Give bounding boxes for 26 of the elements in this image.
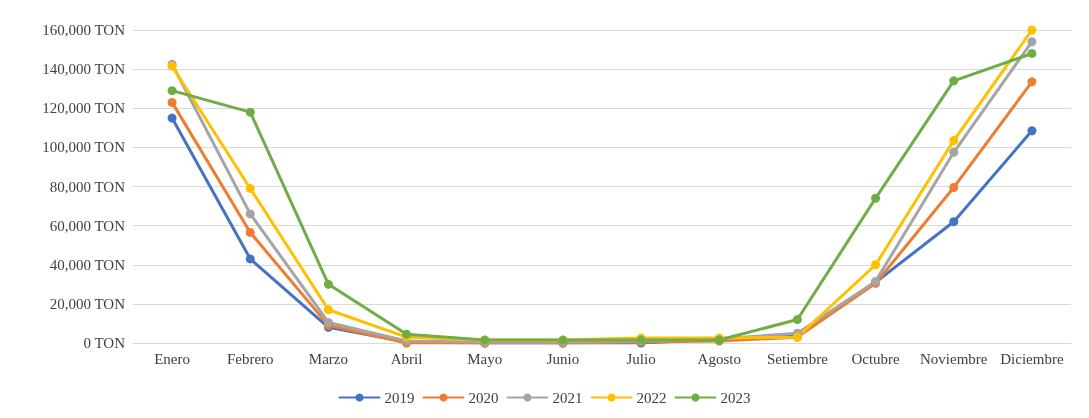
- x-tick-label: Junio: [546, 350, 580, 367]
- y-tick-label: 120,000 TON: [42, 100, 126, 117]
- x-tick-label: Octubre: [851, 350, 901, 367]
- y-tick-label: 100,000 TON: [42, 139, 126, 156]
- y-tick-label: 160,000 TON: [42, 22, 126, 38]
- y-tick-label: 80,000 TON: [49, 178, 126, 195]
- x-tick-label: Noviembre: [920, 350, 988, 367]
- y-tick-label: 20,000 TON: [49, 295, 126, 312]
- legend-label: 2020: [468, 389, 499, 406]
- legend-label: 2022: [636, 389, 667, 406]
- y-tick-label: 40,000 TON: [49, 256, 126, 273]
- x-tick-label: Diciembre: [1000, 350, 1064, 367]
- x-tick-label: Julio: [626, 350, 656, 367]
- x-tick-label: Marzo: [308, 350, 348, 367]
- legend-label: 2019: [384, 389, 415, 406]
- legend-label: 2021: [552, 389, 583, 406]
- y-tick-label: 60,000 TON: [49, 217, 126, 234]
- x-tick-label: Setiembre: [767, 350, 829, 367]
- x-tick-label: Enero: [154, 350, 190, 367]
- x-tick-label: Abril: [390, 350, 423, 367]
- x-tick-label: Febrero: [226, 350, 274, 367]
- legend-label: 2023: [720, 389, 751, 406]
- y-tick-label: 0 TON: [83, 335, 126, 351]
- y-tick-label: 140,000 TON: [42, 61, 126, 78]
- x-tick-label: Mayo: [467, 350, 503, 367]
- x-tick-label: Agosto: [697, 350, 741, 367]
